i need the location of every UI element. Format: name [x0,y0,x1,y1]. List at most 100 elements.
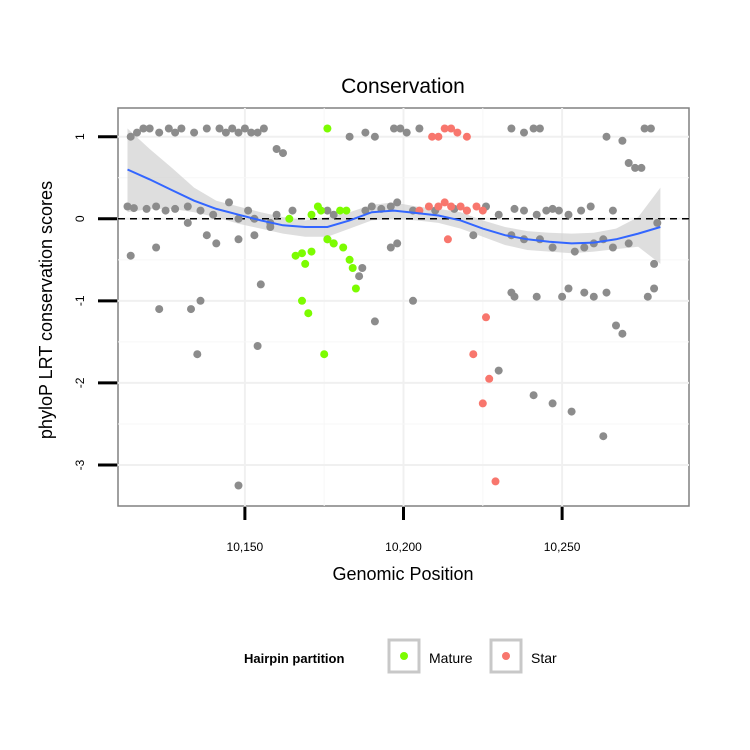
point-other [266,223,275,231]
point-other [234,214,243,223]
point-mature [339,243,348,252]
point-other [469,231,478,240]
point-mature [329,239,338,248]
point-other [602,132,611,141]
x-tick-label: 10,150 [227,540,264,554]
point-mature [323,124,332,133]
point-other [196,296,205,305]
point-star [462,206,471,215]
point-other [244,206,253,215]
point-other [190,128,199,137]
grid-lines [118,108,689,506]
point-other [637,163,646,172]
point-star [456,202,465,211]
point-other [133,128,141,137]
point-other [532,292,541,301]
point-star [447,124,456,133]
point-other [202,231,211,240]
point-mature [351,284,360,293]
point-other [129,204,138,213]
point-other [272,210,281,219]
point-other [650,284,659,293]
point-other [279,149,287,158]
point-mature [301,259,310,268]
point-other [209,210,218,219]
plot-area [117,107,690,507]
point-other [234,128,243,137]
point-other [196,206,205,215]
x-axis-title: Genomic Position [332,564,473,584]
x-tick-label: 10,250 [544,540,581,554]
point-other [142,204,151,213]
point-other [612,321,620,330]
point-other [256,280,265,289]
point-star [491,477,500,486]
point-mature [298,296,306,305]
point-other [345,132,354,141]
point-other [608,206,617,215]
y-axis: -3 -2 -1 0 1 [73,133,117,470]
point-other [415,124,424,133]
point-other [580,288,589,297]
point-other [183,202,192,211]
point-star [424,202,433,211]
y-tick-label: 1 [73,133,87,140]
point-star [469,350,478,359]
point-other [361,206,370,215]
point-other [164,124,173,133]
point-other [177,124,186,133]
point-star [428,132,437,141]
point-mature [307,247,316,256]
point-other [187,305,195,314]
point-other [272,145,281,153]
point-star [482,313,490,322]
point-other [643,292,652,301]
point-other [183,218,192,227]
point-other [567,407,576,416]
point-other [370,317,379,326]
point-other [123,202,132,211]
point-other [618,136,627,145]
point-other [155,128,164,137]
y-tick-label: 0 [73,215,87,222]
point-star [485,374,494,383]
point-other [589,292,598,301]
point-other [507,124,516,133]
point-star [453,128,462,137]
point-other [529,391,538,400]
point-other [370,132,379,141]
point-other [161,206,170,215]
point-other [586,202,595,211]
point-other [564,210,573,219]
y-tick-label: -1 [73,295,87,306]
point-other [155,305,164,314]
point-other [554,206,563,215]
legend-swatch-mature [400,652,408,660]
point-other [215,124,224,133]
point-other [390,124,398,133]
point-other [393,239,402,248]
point-other [535,235,544,244]
smooth-curve [127,168,661,245]
y-tick-label: -2 [73,377,87,388]
point-other [548,243,557,252]
point-other [202,124,211,133]
point-other [535,124,544,133]
point-other [126,251,135,260]
legend-swatch-star [502,652,510,660]
point-mature [285,214,294,223]
point-mature [298,249,306,258]
point-other [240,124,249,133]
legend-label-mature: Mature [429,650,473,666]
point-other [532,210,541,219]
point-other [288,206,297,215]
point-other [145,124,154,133]
point-other [323,206,332,215]
point-other [520,206,528,215]
point-other [386,243,395,252]
point-other [253,128,262,137]
point-star [434,202,443,211]
point-other [624,159,633,167]
point-mature [348,264,357,272]
